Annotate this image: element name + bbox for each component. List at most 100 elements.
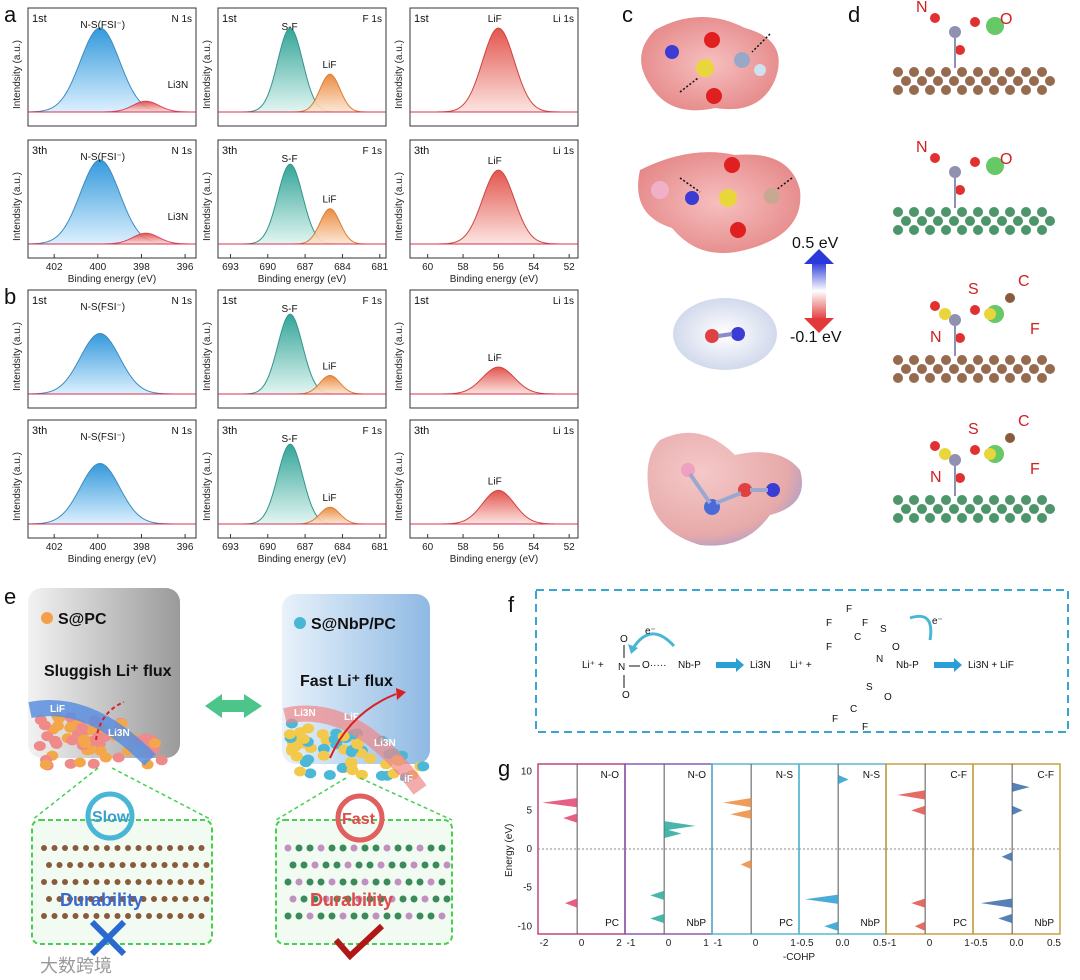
xps-xlabel: Binding energy (eV)	[450, 274, 538, 285]
xps-tick: 690	[259, 262, 276, 273]
sf-label: S-F	[281, 304, 297, 315]
cohp-bond-label: C-F	[1037, 770, 1054, 781]
xps-tick: 398	[133, 262, 150, 273]
ns-label: N-S(FSI⁻)	[80, 302, 125, 313]
spc-layer-lif: LiF	[50, 704, 65, 715]
svg-text:N: N	[876, 654, 883, 665]
eq2-arrow	[934, 658, 962, 672]
cohp-xlabel: -COHP	[783, 952, 816, 963]
structure-1: NO	[893, 0, 1055, 95]
svg-text:S: S	[880, 624, 887, 635]
xps-ylabel: Intendsity (a.u.)	[202, 322, 213, 391]
svg-text:O: O	[620, 634, 628, 645]
xps-tick: 52	[564, 542, 576, 553]
xps-tick: 52	[564, 262, 576, 273]
xps-xlabel: Binding energy (eV)	[450, 554, 538, 565]
nbp-lattice	[284, 844, 451, 920]
cohp-ytick: -5	[523, 883, 532, 894]
xps-plot-2-0: Intendsity (a.u.) 1st N 1s N-S(FSI⁻)	[12, 289, 197, 409]
xps-ylabel: Intendsity (a.u.)	[394, 322, 405, 391]
sf-label: S-F	[281, 154, 297, 165]
svg-text:O: O	[892, 642, 900, 653]
xps-tick: 400	[89, 542, 106, 553]
xps-xlabel: Binding energy (eV)	[68, 274, 156, 285]
cycle-label: 1st	[414, 13, 429, 25]
svg-text:O·····: O·····	[642, 660, 666, 671]
structure-3: S C N F	[893, 273, 1055, 383]
atom-f-label: F	[1030, 461, 1040, 478]
sluggish-flux-label: Sluggish Li⁺ flux	[44, 663, 172, 680]
atom-o-label: O	[1000, 11, 1012, 28]
xps-tick: 58	[457, 542, 469, 553]
cycle-label: 3th	[414, 425, 429, 437]
core-label: F 1s	[363, 296, 382, 307]
spc-layer-li3n: Li3N	[108, 728, 130, 739]
atom-c-label: C	[1018, 273, 1030, 290]
xps-plot-1-2: Intendsity (a.u.) 3th Li 1s LiF 60 58 56 54 52 Bi…	[394, 139, 579, 285]
structure-4: S C N F	[893, 413, 1055, 523]
core-label: Li 1s	[553, 14, 574, 25]
exchange-arrow	[205, 694, 262, 718]
atom-f-label: F	[1030, 321, 1040, 338]
cross-icon	[89, 919, 127, 957]
xps-plot-1-0: Intendsity (a.u.) 3th N 1s Li3N N-S(FSI⁻) 402…	[12, 139, 197, 285]
xps-plot-2-1: Intendsity (a.u.) 1st F 1s S-F LiF	[202, 289, 387, 409]
core-label: N 1s	[171, 296, 192, 307]
core-label: N 1s	[171, 426, 192, 437]
xps-ylabel: Intendsity (a.u.)	[12, 172, 23, 241]
panel-label-b: b	[4, 284, 16, 309]
cohp-xtick: 0	[666, 938, 672, 949]
xps-ylabel: Intendsity (a.u.)	[12, 322, 23, 391]
xps-plot-0-1: Intendsity (a.u.) 1st F 1s S-F LiF	[202, 7, 387, 127]
panel-label-d: d	[848, 2, 860, 27]
eq1-product: Li3N	[750, 660, 771, 671]
cohp-xtick: -0.5	[970, 938, 988, 949]
cohp-N-S-PC: N-S PC -1 0 1	[711, 763, 800, 949]
cohp-bond-label: N-O	[601, 770, 620, 781]
cohp-bond-label: C-F	[950, 770, 967, 781]
cohp-sample-label: NbP	[1035, 918, 1055, 929]
sf-label: S-F	[281, 22, 297, 33]
ns-label: N-S(FSI⁻)	[80, 432, 125, 443]
core-label: Li 1s	[553, 146, 574, 157]
xps-tick: 687	[297, 542, 314, 553]
cohp-sample-label: PC	[953, 918, 967, 929]
core-label: Li 1s	[553, 296, 574, 307]
cycle-label: 3th	[32, 425, 47, 437]
xps-tick: 58	[457, 262, 469, 273]
lif-label: LiF	[323, 493, 337, 504]
xps-xlabel: Binding energy (eV)	[258, 274, 346, 285]
atom-s-label: S	[968, 281, 979, 298]
cohp-xtick: 0.0	[836, 938, 850, 949]
xps-plot-3-0: Intendsity (a.u.) 3th N 1s N-S(FSI⁻) 402 400 3…	[12, 419, 197, 565]
cohp-xtick: -1	[627, 938, 636, 949]
cycle-label: 1st	[222, 295, 237, 307]
esp-panel: 0.5 eV -0.1 eV	[638, 16, 842, 546]
eq2-electron: e⁻	[932, 616, 943, 627]
reaction-scheme: Li⁺ + ONO O····· e⁻ Nb-P Li3N Li⁺ + FFF …	[535, 589, 1069, 733]
panel-label-a: a	[4, 2, 17, 27]
core-label: F 1s	[363, 426, 382, 437]
lif-label: LiF	[488, 476, 502, 487]
cohp-ytick: 10	[521, 767, 533, 778]
xps-tick: 684	[334, 542, 351, 553]
svg-text:F: F	[862, 618, 868, 629]
cohp-N-O-NbP: N-O NbP -1 0 1	[624, 763, 713, 949]
cohp-xtick: 0.5	[873, 938, 887, 949]
panel-label-f: f	[508, 592, 515, 617]
sf-label: S-F	[281, 434, 297, 445]
eq2-nbp: Nb-P	[896, 660, 919, 671]
panel-label-e: e	[4, 584, 16, 609]
eq1-arrow	[716, 658, 744, 672]
lif-label: LiF	[323, 362, 337, 373]
lif-label: LiF	[488, 156, 502, 167]
svg-text:F: F	[862, 722, 868, 733]
svg-text:F: F	[826, 642, 832, 653]
cycle-label: 1st	[32, 13, 47, 25]
li3n-label: Li3N	[168, 212, 189, 223]
durability-left: Durability	[60, 890, 143, 910]
eq2-product: Li3N + LiF	[968, 660, 1014, 671]
